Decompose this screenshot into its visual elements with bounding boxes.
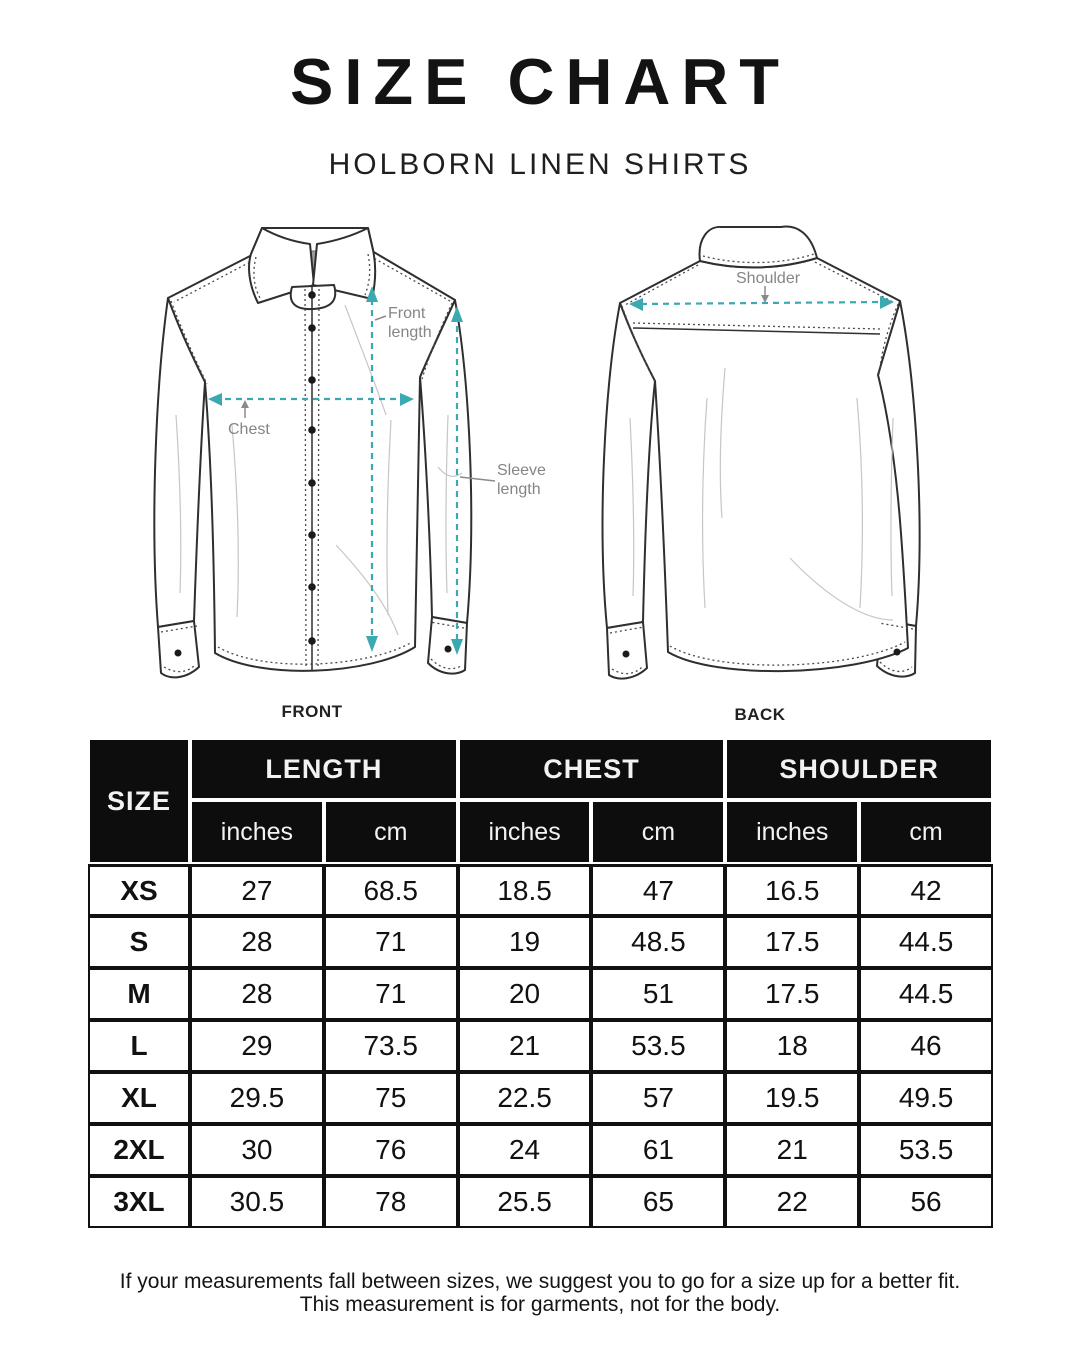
table-row: XL 29.5 75 22.5 57 19.5 49.5 bbox=[88, 1072, 993, 1124]
value-cell: 57 bbox=[591, 1072, 726, 1124]
value-cell: 53.5 bbox=[591, 1020, 726, 1072]
back-shirt-illustration bbox=[601, 225, 921, 680]
value-cell: 61 bbox=[591, 1124, 726, 1176]
unit-header-shoulder-cm: cm bbox=[859, 800, 993, 864]
size-cell: 3XL bbox=[88, 1176, 190, 1228]
value-cell: 17.5 bbox=[725, 916, 860, 968]
value-cell: 29.5 bbox=[190, 1072, 324, 1124]
footer-line-2: This measurement is for garments, not fo… bbox=[299, 1293, 781, 1316]
value-cell: 28 bbox=[190, 968, 324, 1020]
page-title: SIZE CHART bbox=[290, 45, 790, 118]
sleeve-length-label: Sleeve length bbox=[497, 462, 546, 498]
value-cell: 51 bbox=[591, 968, 726, 1020]
back-caption: BACK bbox=[734, 705, 786, 724]
size-table-header: SIZE LENGTH CHEST SHOULDER inches cm inc… bbox=[88, 738, 993, 864]
front-caption: FRONT bbox=[281, 702, 343, 721]
value-cell: 22 bbox=[725, 1176, 860, 1228]
page-subtitle: HOLBORN LINEN SHIRTS bbox=[328, 148, 752, 181]
footer-line-1: If your measurements fall between sizes,… bbox=[119, 1270, 961, 1293]
value-cell: 30.5 bbox=[190, 1176, 324, 1228]
value-cell: 17.5 bbox=[725, 968, 860, 1020]
value-cell: 75 bbox=[323, 1072, 458, 1124]
unit-header-chest-inches: inches bbox=[457, 800, 592, 864]
value-cell: 56 bbox=[859, 1176, 993, 1228]
size-cell: L bbox=[88, 1020, 190, 1072]
value-cell: 48.5 bbox=[591, 916, 726, 968]
unit-header-length-inches: inches bbox=[190, 800, 324, 864]
shoulder-label: Shoulder bbox=[736, 270, 801, 287]
front-shirt-illustration bbox=[153, 227, 496, 679]
value-cell: 25.5 bbox=[457, 1176, 592, 1228]
value-cell: 73.5 bbox=[323, 1020, 458, 1072]
value-cell: 65 bbox=[591, 1176, 726, 1228]
table-row: 3XL 30.5 78 25.5 65 22 56 bbox=[88, 1176, 993, 1228]
value-cell: 42 bbox=[859, 864, 993, 916]
footer-note: If your measurements fall between sizes,… bbox=[0, 1270, 1080, 1316]
value-cell: 19.5 bbox=[725, 1072, 860, 1124]
value-cell: 71 bbox=[323, 916, 458, 968]
size-cell: 2XL bbox=[88, 1124, 190, 1176]
size-table-body: XS 27 68.5 18.5 47 16.5 42 S 28 71 19 48.5 17.5 44.5 M… bbox=[88, 864, 993, 1228]
table-row: 2XL 30 76 24 61 21 53.5 bbox=[88, 1124, 993, 1176]
value-cell: 19 bbox=[457, 916, 592, 968]
value-cell: 22.5 bbox=[457, 1072, 592, 1124]
size-table: SIZE LENGTH CHEST SHOULDER inches cm inc… bbox=[88, 738, 993, 1228]
value-cell: 46 bbox=[859, 1020, 993, 1072]
size-cell: XS bbox=[88, 864, 190, 916]
value-cell: 30 bbox=[190, 1124, 324, 1176]
shoulder-header: SHOULDER bbox=[725, 738, 993, 800]
value-cell: 68.5 bbox=[323, 864, 458, 916]
value-cell: 47 bbox=[591, 864, 726, 916]
value-cell: 29 bbox=[190, 1020, 324, 1072]
value-cell: 18.5 bbox=[457, 864, 592, 916]
value-cell: 16.5 bbox=[725, 864, 860, 916]
value-cell: 24 bbox=[457, 1124, 592, 1176]
chest-label: Chest bbox=[228, 421, 270, 438]
value-cell: 78 bbox=[323, 1176, 458, 1228]
value-cell: 18 bbox=[725, 1020, 860, 1072]
value-cell: 21 bbox=[457, 1020, 592, 1072]
size-cell: M bbox=[88, 968, 190, 1020]
unit-header-length-cm: cm bbox=[323, 800, 458, 864]
value-cell: 71 bbox=[323, 968, 458, 1020]
value-cell: 44.5 bbox=[859, 968, 993, 1020]
table-row: S 28 71 19 48.5 17.5 44.5 bbox=[88, 916, 993, 968]
unit-header-chest-cm: cm bbox=[591, 800, 726, 864]
value-cell: 76 bbox=[323, 1124, 458, 1176]
back-shirt-diagram: Shoulder BACK bbox=[585, 218, 1005, 724]
value-cell: 21 bbox=[725, 1124, 860, 1176]
chest-header: CHEST bbox=[457, 738, 726, 800]
size-column-header: SIZE bbox=[88, 738, 190, 864]
front-length-label: Front length bbox=[388, 305, 432, 341]
value-cell: 44.5 bbox=[859, 916, 993, 968]
table-row: M 28 71 20 51 17.5 44.5 bbox=[88, 968, 993, 1020]
value-cell: 53.5 bbox=[859, 1124, 993, 1176]
size-cell: XL bbox=[88, 1072, 190, 1124]
length-header: LENGTH bbox=[190, 738, 458, 800]
value-cell: 20 bbox=[457, 968, 592, 1020]
value-cell: 28 bbox=[190, 916, 324, 968]
unit-header-shoulder-inches: inches bbox=[725, 800, 860, 864]
table-row: XS 27 68.5 18.5 47 16.5 42 bbox=[88, 864, 993, 916]
value-cell: 49.5 bbox=[859, 1072, 993, 1124]
size-cell: S bbox=[88, 916, 190, 968]
value-cell: 27 bbox=[190, 864, 324, 916]
table-row: L 29 73.5 21 53.5 18 46 bbox=[88, 1020, 993, 1072]
front-shirt-diagram: Front length Chest Sleeve length FRONT bbox=[140, 215, 560, 721]
